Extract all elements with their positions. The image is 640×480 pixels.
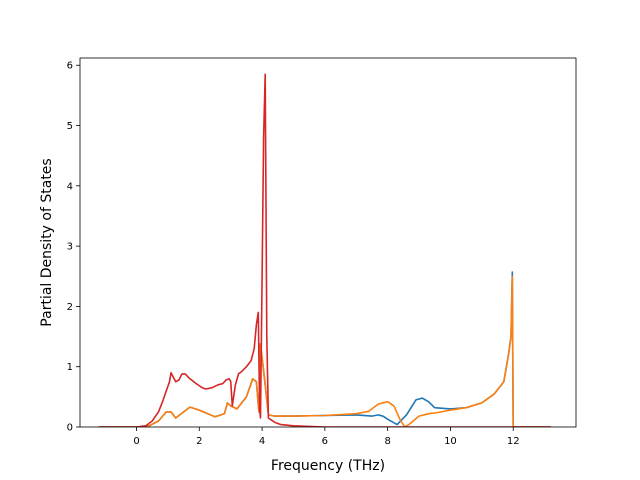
y-axis-title: Partial Density of States (39, 158, 55, 326)
x-tick-label: 8 (384, 436, 390, 447)
y-tick-label: 4 (67, 181, 73, 192)
series-line-2 (98, 275, 551, 427)
y-tick-label: 2 (67, 302, 73, 313)
y-tick-label: 3 (67, 242, 73, 253)
series-line-3 (98, 73, 551, 427)
y-axis-ticks: 0 1 2 3 4 5 6 (67, 61, 80, 434)
x-tick-label: 10 (444, 436, 457, 447)
x-tick-label: 12 (507, 436, 520, 447)
axes-frame (79, 57, 577, 428)
y-tick-label: 1 (67, 362, 73, 373)
x-tick-label: 0 (133, 436, 139, 447)
y-tick-label: 0 (67, 423, 73, 434)
x-tick-label: 2 (196, 436, 202, 447)
x-tick-label: 6 (322, 436, 328, 447)
x-axis-ticks: 0 2 4 6 8 10 12 (133, 427, 520, 447)
y-tick-label: 6 (67, 61, 73, 72)
x-tick-label: 4 (259, 436, 265, 447)
x-axis-title: Frequency (THz) (271, 458, 385, 474)
y-tick-label: 5 (67, 121, 73, 132)
series-layer (98, 73, 551, 427)
